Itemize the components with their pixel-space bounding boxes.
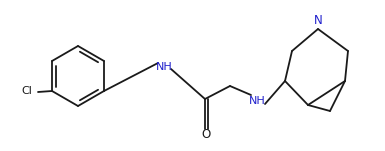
Text: NH: NH <box>249 96 265 106</box>
Text: NH: NH <box>156 62 172 72</box>
Text: Cl: Cl <box>21 86 32 96</box>
Text: N: N <box>314 13 322 26</box>
Text: O: O <box>201 129 211 141</box>
